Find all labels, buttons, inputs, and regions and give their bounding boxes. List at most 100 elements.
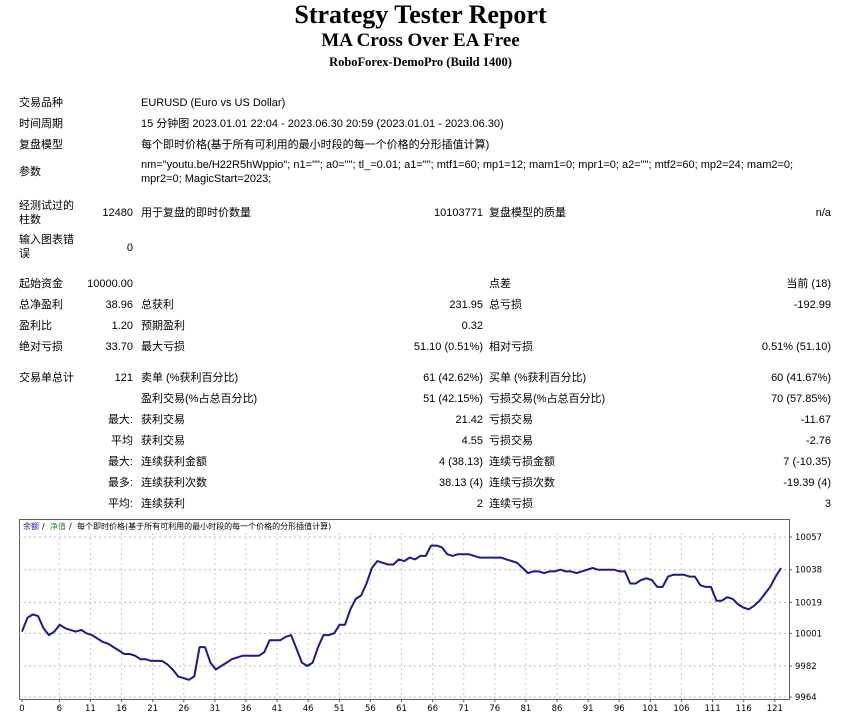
symbol-value: EURUSD (Euro vs US Dollar) [141,97,286,109]
largest-prefix: 最大: [107,414,133,426]
x-tick-label: 86 [552,704,563,713]
expected-payoff-value: 0.32 [461,320,483,332]
rel-drawdown-label: 相对亏损 [489,341,533,353]
x-tick-label: 121 [767,704,783,713]
x-tick-label: 36 [241,704,252,713]
chart-background [19,519,790,700]
average-loss-label: 亏损交易 [489,435,533,447]
x-tick-label: 6 [57,704,62,713]
bars-value: 12480 [102,207,133,219]
maximal-losses-label: 连续亏损次数 [489,477,555,489]
chart-grid [19,533,789,699]
y-tick-label: 10001 [795,629,822,639]
avg-consec-losses-value: 3 [824,498,831,510]
quality-label: 复盘模型的质量 [489,207,566,219]
x-tick-label: 96 [614,704,625,713]
gross-profit-label: 总获利 [141,299,174,311]
x-axis: 0 6 11 16 21 26 31 36 41 46 51 56 61 66 71 76 81 86 91 96 10… [19,699,783,713]
x-tick-label: 16 [116,704,127,713]
x-tick-label: 0 [19,704,24,713]
x-tick-label: 71 [458,704,469,713]
avg-consec-prefix: 平均: [107,498,133,510]
largest-profit-label: 获利交易 [141,414,185,426]
net-profit-label: 总净盈利 [19,299,63,311]
params-label: 参数 [19,166,41,178]
maximal-wins-value: 38.13 (4) [438,477,483,489]
legend-model: 每个即时价格(基于所有可利用的最小时段的每一个价格的分形插值计算) [77,521,331,531]
x-tick-label: 66 [427,704,438,713]
x-tick-label: 111 [704,704,720,713]
loss-trades-value: 70 (57.85%) [771,393,831,405]
max-consec-losses-value: 7 (-10.35) [783,456,831,468]
x-tick-label: 101 [642,704,658,713]
total-trades-label: 交易单总计 [19,372,74,384]
y-tick-label: 10019 [795,598,822,608]
server-build: RoboForex-DemoPro (Build 1400) [329,55,512,69]
legend-balance: 余额 [23,521,39,531]
initial-deposit-value: 10000.00 [87,278,133,290]
profit-trades-label: 盈利交易(%占总百分比) [141,393,258,405]
x-tick-label: 106 [673,704,689,713]
initial-deposit-label: 起始资金 [19,278,63,290]
ea-name: MA Cross Over EA Free [321,30,520,51]
max-consec-prefix: 最大: [107,456,133,468]
short-positions-label: 卖单 (%获利百分比) [141,372,239,384]
profit-factor-label: 盈利比 [19,320,52,332]
errors-value: 0 [126,242,133,254]
x-tick-label: 81 [521,704,532,713]
spread-value: 当前 (18) [786,278,831,290]
x-tick-label: 61 [396,704,407,713]
abs-drawdown-label: 绝对亏损 [19,341,63,353]
max-consec-losses-label: 连续亏损金额 [489,456,555,468]
balance-chart: 余额 / 净值 / 每个即时价格(基于所有可利用的最小时段的每一个价格的分形插值… [19,519,822,713]
avg-consec-wins-label: 连续获利 [141,498,185,510]
spread-label: 点差 [489,278,511,290]
quality-value: n/a [815,207,831,219]
period-value: 15 分钟图 2023.01.01 22:04 - 2023.06.30 20:… [141,118,504,130]
x-tick-label: 11 [85,704,96,713]
y-tick-label: 10057 [795,533,822,543]
average-profit-value: 4.55 [461,435,483,447]
loss-trades-label: 亏损交易(%占总百分比) [489,393,606,405]
long-positions-value: 60 (41.67%) [771,372,831,384]
y-tick-label: 9982 [795,662,817,672]
errors-label: 输入图表错误 [19,234,74,260]
average-prefix: 平均 [111,435,133,447]
bars-label: 经测试过的柱数 [19,200,74,226]
profit-trades-value: 51 (42.15%) [423,393,483,405]
long-positions-label: 买单 (%获利百分比) [489,372,587,384]
chart-legend: 余额 / 净值 / 每个即时价格(基于所有可利用的最小时段的每一个价格的分形插值… [23,521,331,531]
model-value: 每个即时价格(基于所有可利用的最小时段的每一个价格的分形插值计算) [141,139,490,151]
x-tick-label: 91 [583,704,594,713]
largest-loss-label: 亏损交易 [489,414,533,426]
y-tick-label: 10038 [795,566,822,576]
gross-loss-value: -192.99 [793,299,831,311]
x-tick-label: 116 [736,704,752,713]
ticks-label: 用于复盘的即时价数量 [141,207,251,219]
x-tick-label: 21 [147,704,158,713]
balance-line [21,544,782,681]
avg-consec-wins-value: 2 [476,498,483,510]
params-value: nm="youtu.be/H22R5hWppio"; n1=""; a0="";… [141,159,794,185]
max-consec-wins-value: 4 (38.13) [438,456,483,468]
model-label: 复盘模型 [19,139,63,151]
largest-profit-value: 21.42 [455,414,483,426]
average-profit-label: 获利交易 [141,435,185,447]
x-tick-label: 76 [489,704,500,713]
short-positions-value: 61 (42.62%) [423,372,483,384]
largest-loss-value: -11.67 [800,414,831,426]
avg-consec-losses-label: 连续亏损 [489,498,533,510]
x-tick-label: 51 [334,704,345,713]
max-drawdown-value: 51.10 (0.51%) [413,341,483,353]
legend-separator-2: / [69,522,72,531]
x-tick-label: 56 [365,704,376,713]
symbol-label: 交易品种 [19,97,63,109]
rel-drawdown-value: 0.51% (51.10) [761,341,831,353]
x-tick-label: 26 [178,704,189,713]
total-trades-value: 121 [114,372,133,384]
net-profit-value: 38.96 [105,299,133,311]
abs-drawdown-value: 33.70 [105,341,133,353]
y-tick-label: 9964 [795,693,817,703]
average-loss-value: -2.76 [805,435,831,447]
y-axis: 10057 10038 10019 10001 9982 9964 [789,533,822,703]
